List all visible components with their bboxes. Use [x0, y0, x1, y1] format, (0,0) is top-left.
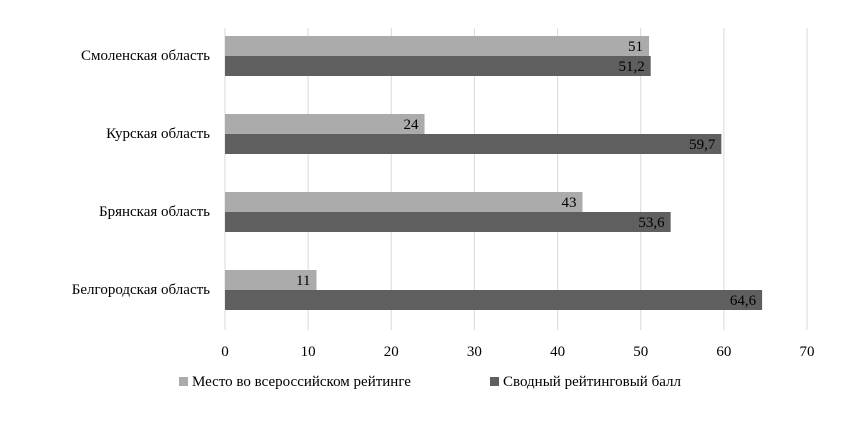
x-tick-label: 50	[633, 344, 648, 360]
category-label: Брянская область	[99, 204, 210, 220]
bar	[225, 212, 671, 232]
x-tick-label: 60	[716, 344, 731, 360]
data-label: 59,7	[689, 137, 716, 153]
legend-swatch	[490, 377, 499, 386]
x-tick-label: 0	[221, 344, 229, 360]
bar	[225, 56, 651, 76]
category-label: Курская область	[106, 126, 210, 142]
data-label: 24	[404, 117, 420, 133]
category-label: Смоленская область	[81, 48, 210, 64]
x-tick-label: 30	[467, 344, 482, 360]
bar	[225, 270, 317, 290]
bar	[225, 36, 650, 56]
data-label: 43	[562, 195, 577, 211]
bar	[225, 290, 763, 310]
x-tick-label: 70	[800, 344, 815, 360]
data-label: 11	[296, 273, 310, 289]
category-label: Белгородская область	[72, 282, 210, 298]
data-label: 51,2	[618, 59, 644, 75]
legend-label: Место во всероссийском рейтинге	[192, 374, 411, 390]
legend-swatch	[179, 377, 188, 386]
x-tick-label: 20	[384, 344, 399, 360]
data-label: 53,6	[638, 215, 665, 231]
bar	[225, 114, 425, 134]
bar	[225, 192, 583, 212]
legend-label: Сводный рейтинговый балл	[503, 374, 681, 390]
x-tick-label: 40	[550, 344, 565, 360]
bar	[225, 134, 722, 154]
data-label: 51	[628, 39, 643, 55]
x-tick-label: 10	[301, 344, 316, 360]
data-label: 64,6	[730, 293, 757, 309]
